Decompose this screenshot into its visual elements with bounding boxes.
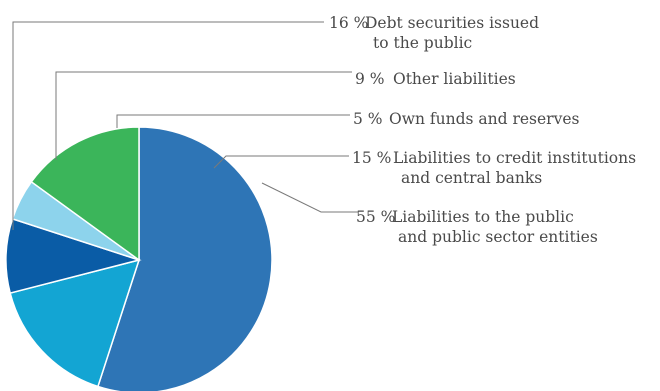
slice-percent-label-4: 15 %	[352, 149, 391, 167]
slice-name-label-4-line-1: and central banks	[401, 169, 542, 187]
slice-percent-label-2: 9 %	[355, 70, 385, 88]
slice-name-label-4-line-0: Liabilities to credit institutions	[393, 149, 636, 167]
slice-name-label-0-line-0: Liabilities to the public	[392, 208, 574, 226]
leader-line-0	[261, 182, 358, 213]
slice-name-label-1-line-1: to the public	[373, 34, 472, 52]
slice-percent-label-0: 55 %	[356, 208, 395, 226]
slice-name-label-2-line-0: Other liabilities	[393, 70, 516, 88]
pie-slices	[5, 126, 273, 391]
slice-name-label-3-line-0: Own funds and reserves	[389, 110, 580, 128]
pie-slice-4	[30, 126, 140, 262]
leader-line-3	[116, 114, 350, 128]
slice-percent-label-1: 16 %	[329, 14, 368, 32]
leader-line-2	[55, 71, 352, 160]
slice-name-label-0-line-1: and public sector entities	[398, 228, 598, 246]
slice-labels: 55 %Liabilities to the public and public …	[329, 14, 636, 246]
slice-percent-label-3: 5 %	[353, 110, 383, 128]
leader-line-4	[213, 155, 349, 169]
leader-lines	[12, 21, 358, 230]
leader-line-1	[12, 21, 324, 230]
pie-slice-0	[96, 126, 273, 391]
pie-slice-1	[9, 258, 141, 388]
slice-name-label-1-line-0: Debt securities issued	[365, 14, 539, 32]
